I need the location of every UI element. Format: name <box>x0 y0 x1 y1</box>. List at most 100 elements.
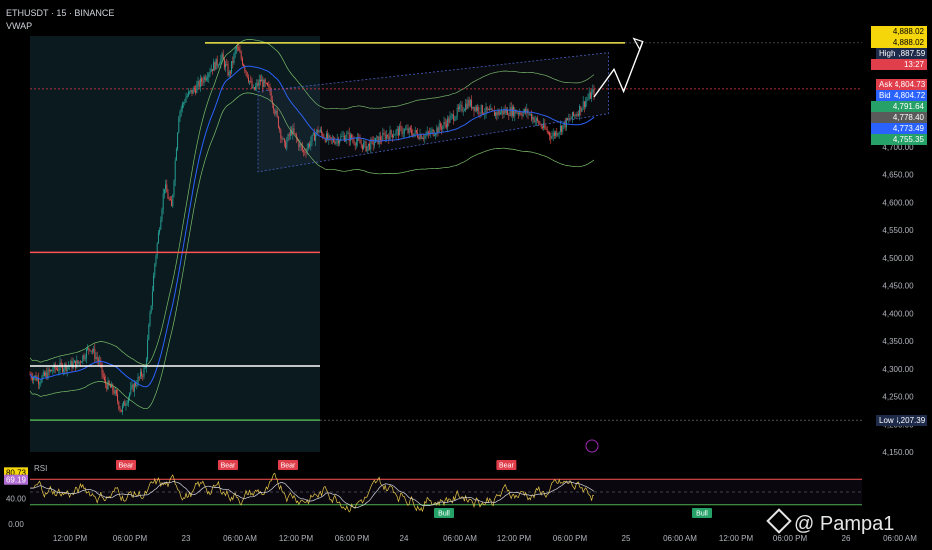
candle-body <box>511 106 513 116</box>
candle-body <box>505 109 507 114</box>
candle-body <box>493 110 495 117</box>
watermark: @ Pampa1 <box>766 508 895 536</box>
candle-body <box>534 120 536 123</box>
x-tick-label: 12:00 PM <box>53 534 88 543</box>
candle-body <box>325 133 327 142</box>
candle-body <box>444 122 446 124</box>
indicator-label-vwap[interactable]: VWAP <box>6 21 33 31</box>
candle-body <box>49 370 51 372</box>
candle-body <box>574 114 576 116</box>
candle-body <box>231 61 233 73</box>
candle-body <box>515 109 517 114</box>
candle-body <box>311 135 313 142</box>
candle-body <box>259 79 261 82</box>
candle-body <box>34 375 36 378</box>
candle-body <box>61 364 63 372</box>
candle-body <box>280 129 282 139</box>
candle-body <box>369 143 371 150</box>
candle-body <box>390 130 392 135</box>
candle-body <box>309 143 311 147</box>
candle-body <box>531 113 533 120</box>
candle-body <box>267 83 269 86</box>
candle-body <box>161 209 163 220</box>
candle-body <box>460 104 462 107</box>
candle-body <box>256 83 258 87</box>
candle-body <box>565 118 567 128</box>
candle-body <box>215 58 217 70</box>
candle-body <box>424 135 426 139</box>
candle-body <box>411 129 413 134</box>
candle-body <box>40 382 42 384</box>
x-tick-label: 06:00 AM <box>883 534 917 543</box>
candle-body <box>132 384 134 392</box>
candle-body <box>33 377 35 380</box>
candle-body <box>538 120 540 125</box>
candle-body <box>445 123 447 128</box>
candle-body <box>503 109 505 115</box>
candle-body <box>396 128 398 131</box>
candle-body <box>159 229 161 233</box>
candle-body <box>175 149 177 161</box>
candle-body <box>174 160 176 181</box>
price-label: 4,804.73 <box>894 79 927 91</box>
candle-body <box>127 397 129 403</box>
rsi-signal-bear <box>278 460 298 470</box>
watermark-text: @ Pampa1 <box>794 513 895 535</box>
candle-body <box>535 118 537 121</box>
candle-body <box>579 106 581 116</box>
candle-body <box>255 86 257 90</box>
candle-body <box>268 85 270 87</box>
candle-body <box>407 128 409 133</box>
candle-body <box>384 134 386 140</box>
candle-body <box>497 110 499 116</box>
candle-body <box>507 109 509 116</box>
candle-body <box>523 109 525 113</box>
candle-body <box>425 134 427 136</box>
candle-body <box>37 377 39 384</box>
candle-body <box>129 393 131 398</box>
candle-body <box>214 62 216 70</box>
candle-body <box>208 73 210 78</box>
candle-body <box>135 383 137 386</box>
candle-body <box>235 46 237 50</box>
candle-body <box>306 147 308 153</box>
candle-body <box>52 370 54 372</box>
candle-body <box>167 192 169 199</box>
candle-body <box>521 114 523 116</box>
candle-body <box>405 129 407 131</box>
candle-body <box>587 98 589 100</box>
candle-body <box>568 118 570 121</box>
x-tick-label: 06:00 PM <box>553 534 588 543</box>
candle-body <box>465 103 467 110</box>
candle-body <box>130 387 132 394</box>
candle-body <box>97 359 99 363</box>
candle-body <box>455 116 457 120</box>
candle-body <box>330 137 332 140</box>
candle-body <box>63 369 65 372</box>
candle-body <box>222 53 224 60</box>
candle-body <box>102 373 104 378</box>
candle-body <box>576 113 578 116</box>
y-tick-label: 4,500.00 <box>882 254 914 263</box>
candle-body <box>367 143 369 147</box>
candle-body <box>419 134 421 139</box>
candle-body <box>456 107 458 117</box>
candle-body <box>238 47 240 51</box>
candle-body <box>101 363 103 374</box>
candle-body <box>509 107 511 116</box>
candle-body <box>310 141 312 147</box>
candle-body <box>141 371 143 376</box>
candle-body <box>203 76 205 83</box>
candle-body <box>591 92 593 99</box>
rsi-value-box <box>4 467 28 478</box>
candle-body <box>322 133 324 138</box>
candle-body <box>366 146 368 152</box>
candle-body <box>252 87 254 89</box>
candle-body <box>382 133 384 141</box>
candle-body <box>219 64 221 66</box>
candle-body <box>490 108 492 111</box>
candle-body <box>501 110 503 113</box>
candle-body <box>265 83 267 84</box>
candle-body <box>504 109 506 114</box>
